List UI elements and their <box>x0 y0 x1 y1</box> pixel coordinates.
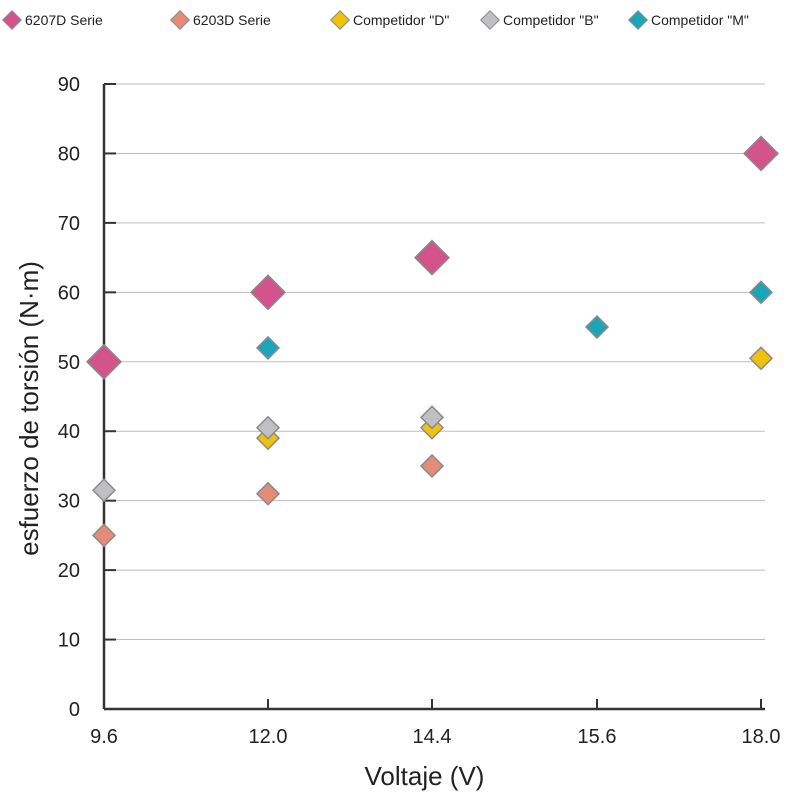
legend-item: 6203D Serie <box>170 6 271 34</box>
data-point-series-3 <box>255 415 281 440</box>
y-tick-label: 0 <box>69 699 80 721</box>
legend-item: Competidor "B" <box>480 6 599 34</box>
data-point-series-3 <box>419 405 445 430</box>
axes <box>102 83 765 711</box>
x-tick-label: 12.0 <box>249 726 288 748</box>
chart-legend: 6207D Serie 6203D Serie Competidor "D" Comp… <box>0 6 787 34</box>
y-tick-label: 60 <box>58 282 80 304</box>
data-point-series-2 <box>748 346 774 371</box>
data-point-series-4 <box>255 335 281 360</box>
data-points <box>85 135 780 548</box>
data-point-series-0 <box>742 135 780 172</box>
y-tick-label: 90 <box>58 74 80 96</box>
y-axis-title: esfuerzo de torsión (N·m) <box>14 261 44 556</box>
y-tick-label: 30 <box>58 491 80 513</box>
legend-item: 6207D Serie <box>2 6 103 34</box>
legend-label: 6203D Serie <box>193 12 271 28</box>
x-tick-labels: 9.6 12.0 14.4 15.6 18.0 <box>90 726 780 748</box>
gridlines <box>104 83 765 641</box>
legend-label: Competidor "D" <box>353 12 450 28</box>
data-point-series-3 <box>91 478 117 503</box>
y-tick-labels: 0 10 20 30 40 50 60 70 80 90 <box>58 74 80 721</box>
y-tick-label: 20 <box>58 560 80 582</box>
legend-label: 6207D Serie <box>25 12 103 28</box>
data-point-series-0 <box>249 274 287 311</box>
y-tick-label: 10 <box>58 630 80 652</box>
x-tick-label: 18.0 <box>742 726 781 748</box>
data-point-series-4 <box>748 280 774 305</box>
x-tick-label: 14.4 <box>413 726 452 748</box>
y-tick-label: 80 <box>58 143 80 165</box>
legend-item: Competidor "D" <box>330 6 449 34</box>
data-point-series-0 <box>85 343 123 380</box>
data-point-series-1 <box>91 523 117 548</box>
y-tick-label: 70 <box>58 213 80 235</box>
legend-label: Competidor "B" <box>503 12 599 28</box>
data-point-series-4 <box>584 314 610 340</box>
x-tick-label: 15.6 <box>578 726 617 748</box>
data-point-series-0 <box>413 239 451 276</box>
data-point-series-1 <box>255 481 281 506</box>
y-tick-label: 40 <box>58 421 80 443</box>
y-tick-label: 50 <box>58 352 80 374</box>
x-axis-title: Voltaje (V) <box>365 761 485 791</box>
legend-label: Competidor "M" <box>651 12 749 28</box>
data-point-series-1 <box>419 453 445 479</box>
legend-item: Competidor "M" <box>628 6 749 34</box>
x-tick-label: 9.6 <box>90 726 118 748</box>
